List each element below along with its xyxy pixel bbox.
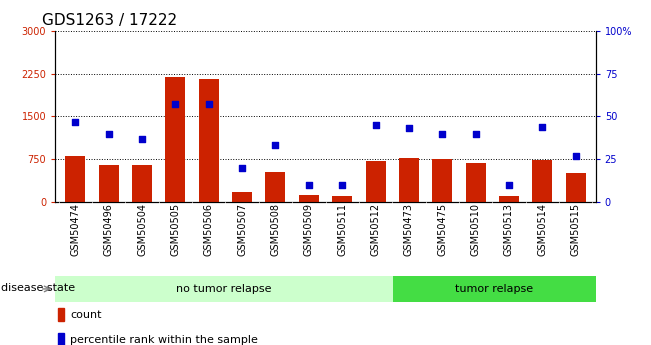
Bar [393,276,596,302]
Bar [299,195,319,202]
Text: disease state: disease state [1,283,76,293]
Point [137,136,147,141]
Text: GSM50475: GSM50475 [437,203,447,256]
Point [404,126,414,131]
Bar [266,172,286,202]
Bar [59,333,64,345]
Bar [332,196,352,202]
Bar [432,159,452,202]
Point [370,122,381,128]
Point [104,131,114,136]
Point [70,119,81,124]
Point [471,131,481,136]
Point [337,182,348,188]
Point [204,102,214,107]
Text: count: count [70,310,102,321]
Point [570,153,581,158]
Text: GSM50512: GSM50512 [370,203,381,256]
Bar [55,276,393,302]
Text: GSM50508: GSM50508 [270,203,281,256]
Point [504,182,514,188]
Point [237,165,247,170]
Text: percentile rank within the sample: percentile rank within the sample [70,335,258,345]
Text: GDS1263 / 17222: GDS1263 / 17222 [42,13,178,28]
Text: GSM50514: GSM50514 [537,203,547,256]
Point [437,131,447,136]
Text: GSM50506: GSM50506 [204,203,214,256]
Text: GSM50474: GSM50474 [70,203,80,256]
Text: no tumor relapse: no tumor relapse [176,284,272,294]
Bar [165,77,186,202]
Text: GSM50473: GSM50473 [404,203,414,256]
Bar [232,192,252,202]
Text: GSM50515: GSM50515 [571,203,581,256]
Text: GSM50505: GSM50505 [171,203,180,256]
Bar [199,79,219,202]
Text: GSM50509: GSM50509 [304,203,314,256]
Text: GSM50496: GSM50496 [104,203,114,256]
Bar [65,156,85,202]
Text: GSM50507: GSM50507 [237,203,247,256]
Bar [99,165,118,202]
Bar [465,162,486,202]
Text: GSM50513: GSM50513 [504,203,514,256]
Point [270,143,281,148]
Bar [566,173,586,202]
Bar [132,165,152,202]
Bar [499,196,519,202]
Point [537,124,547,129]
Bar [59,308,64,321]
Text: GSM50511: GSM50511 [337,203,347,256]
Bar [365,161,385,202]
Text: tumor relapse: tumor relapse [455,284,533,294]
Point [303,182,314,188]
Bar [533,160,552,202]
Text: GSM50510: GSM50510 [471,203,480,256]
Bar [399,158,419,202]
Text: GSM50504: GSM50504 [137,203,147,256]
Point [170,102,180,107]
